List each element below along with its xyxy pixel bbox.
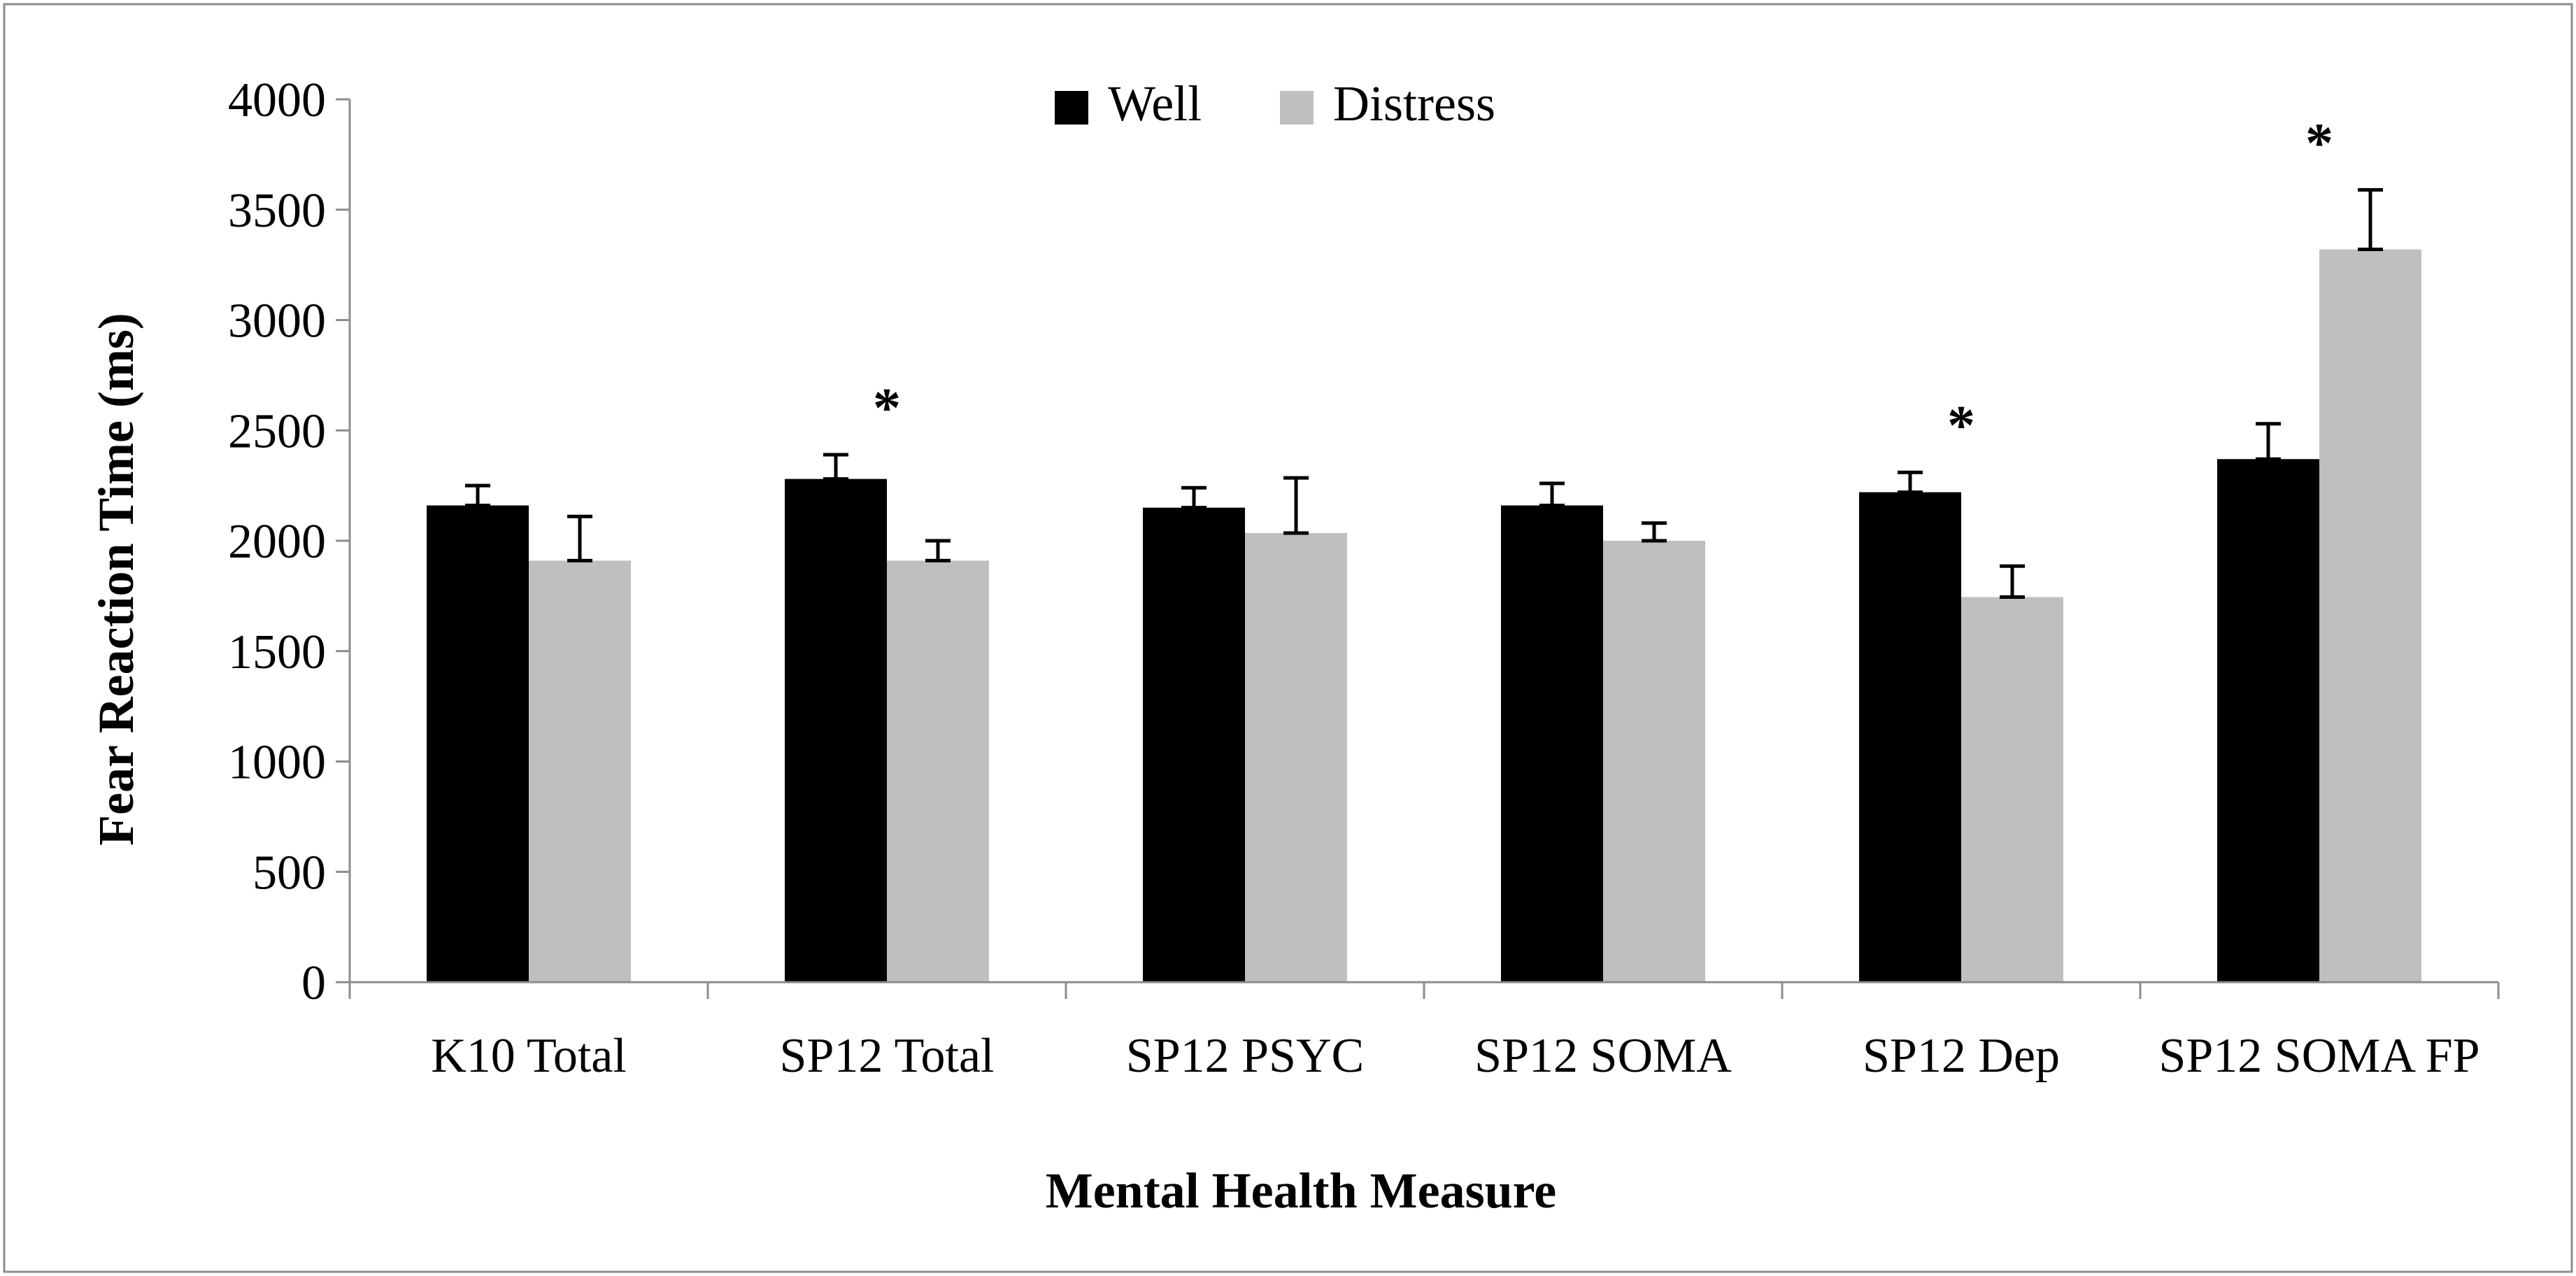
y-tick-label-1500: 1500 (228, 625, 326, 679)
legend-swatch-distress (1280, 91, 1314, 125)
x-tick-label-5: SP12 SOMA FP (2158, 1029, 2479, 1083)
significance-marker-1: * (873, 378, 901, 439)
bar-distress-1 (887, 560, 989, 982)
y-tick-label-3500: 3500 (228, 184, 326, 238)
x-tick-label-4: SP12 Dep (1863, 1029, 2060, 1083)
legend: Well Distress (1055, 76, 1495, 132)
x-tick-label-2: SP12 PSYC (1126, 1029, 1364, 1083)
bar-well-4 (1859, 492, 1961, 982)
significance-marker-5: * (2305, 113, 2333, 174)
y-axis-title: Fear Reaction Time (ms) (88, 313, 144, 846)
bar-well-2 (1143, 507, 1245, 982)
bar-well-3 (1501, 505, 1603, 982)
y-tick-label-2500: 2500 (228, 404, 326, 458)
x-axis-title: Mental Health Measure (1046, 1163, 1557, 1219)
y-tick-label-3000: 3000 (228, 295, 326, 348)
legend-swatch-well (1055, 91, 1088, 125)
y-tick-label-2000: 2000 (228, 515, 326, 569)
bar-distress-5 (2319, 249, 2421, 982)
bar-distress-0 (529, 560, 631, 982)
bar-distress-2 (1245, 532, 1347, 982)
bar-distress-3 (1603, 541, 1705, 982)
y-tick-label-0: 0 (301, 956, 326, 1010)
y-tick-label-500: 500 (252, 846, 326, 900)
significance-marker-4: * (1947, 395, 1975, 457)
x-tick-label-0: K10 Total (431, 1029, 627, 1083)
legend-label-well: Well (1108, 76, 1202, 132)
x-tick-label-3: SP12 SOMA (1474, 1029, 1732, 1083)
y-tick-label-4000: 4000 (228, 73, 326, 127)
bar-well-5 (2217, 459, 2319, 982)
bar-well-0 (427, 505, 529, 982)
bar-distress-4 (1961, 597, 2063, 982)
legend-label-distress: Distress (1333, 76, 1495, 132)
x-tick-label-1: SP12 Total (780, 1029, 995, 1083)
bar-well-1 (785, 478, 887, 982)
y-tick-label-1000: 1000 (228, 736, 326, 790)
